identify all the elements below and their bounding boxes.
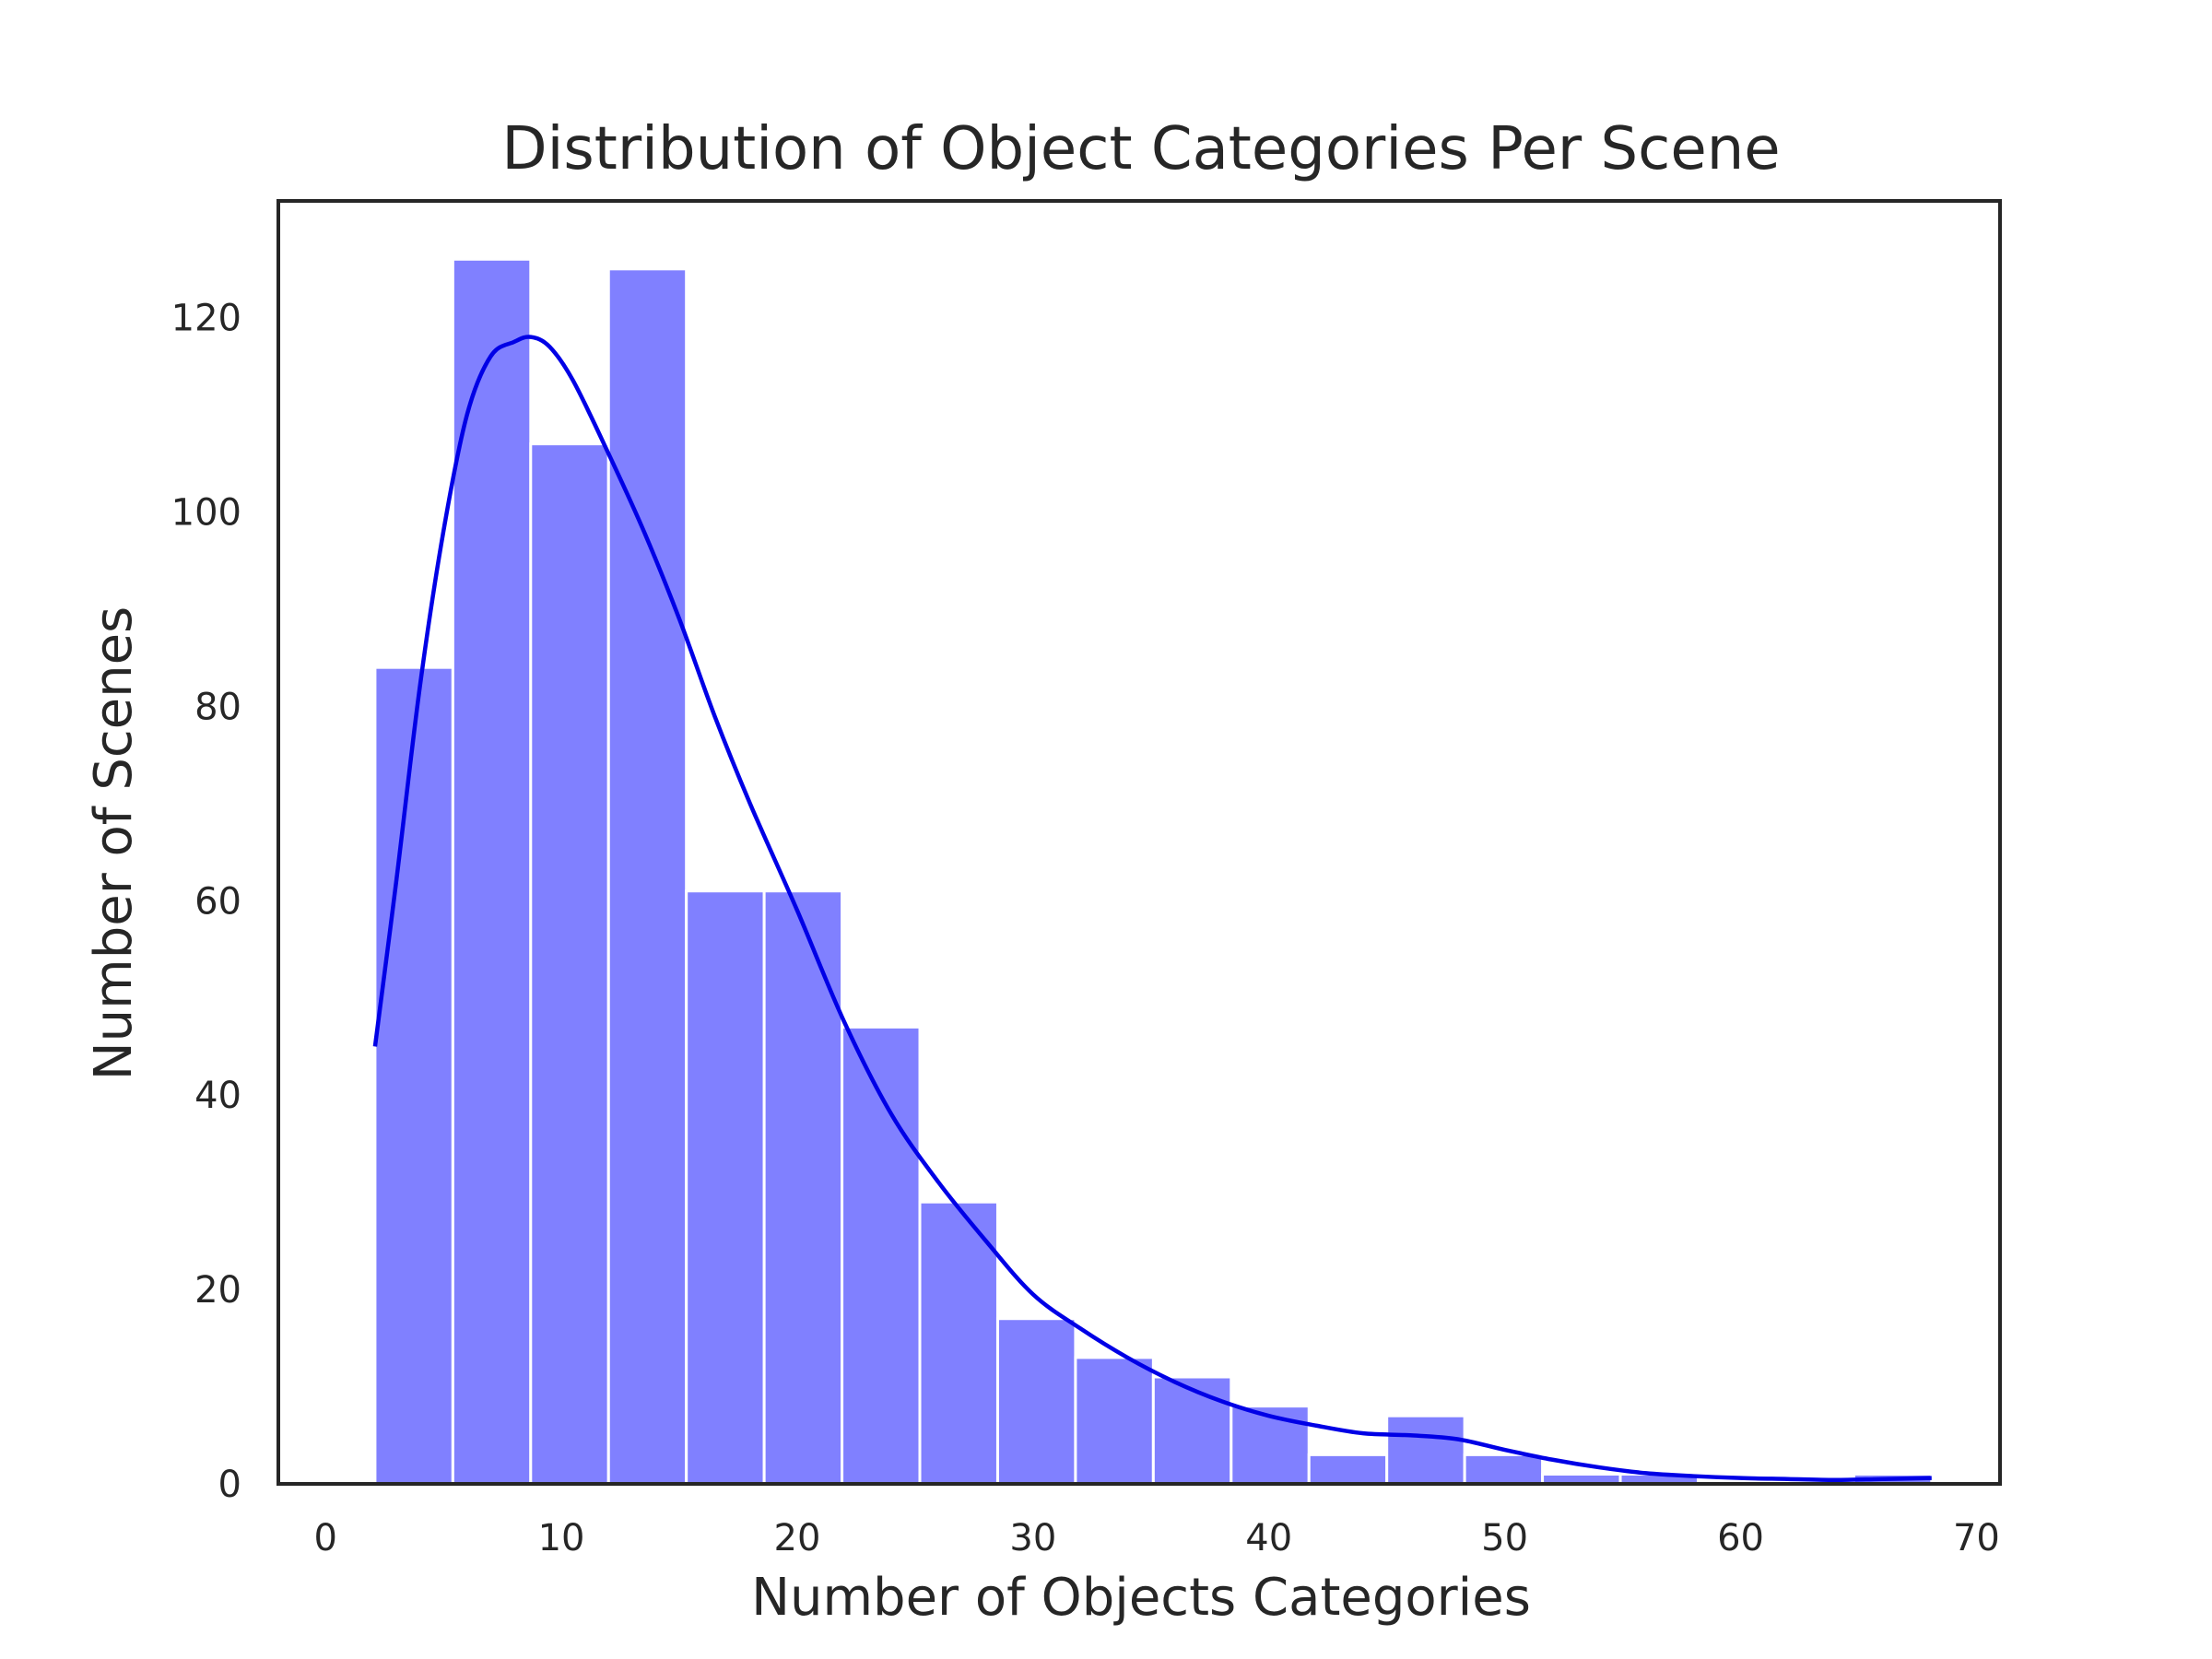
histogram-bar [1307, 1453, 1389, 1486]
y-tick-label: 80 [194, 686, 241, 728]
histogram-bar [1151, 1375, 1233, 1486]
x-tick-label: 60 [1717, 1517, 1764, 1559]
x-tick-label: 30 [1009, 1517, 1056, 1559]
x-axis-label: Number of Objects Categories [751, 1568, 1531, 1628]
histogram-bars [373, 257, 1934, 1486]
chart-title: Distribution of Object Categories Per Sc… [501, 115, 1780, 183]
y-tick-label: 20 [194, 1269, 241, 1312]
y-tick-label: 120 [171, 298, 241, 340]
histogram-bar [1463, 1453, 1545, 1486]
y-tick-label: 40 [194, 1075, 241, 1117]
y-axis-label: Number of Scenes [84, 606, 144, 1080]
plot-frame [276, 199, 2002, 1486]
y-tick-label: 100 [171, 491, 241, 534]
y-tick-label: 0 [218, 1464, 241, 1506]
histogram-bar [995, 1317, 1077, 1486]
histogram-bar [841, 1025, 922, 1486]
y-axis-ticks: 0 20 40 60 80 100 120 [171, 298, 241, 1506]
histogram-bar [918, 1200, 999, 1486]
kde-curve [372, 335, 1932, 1483]
histogram-bar [606, 267, 688, 1486]
x-tick-label: 20 [774, 1517, 821, 1559]
x-tick-label: 10 [538, 1517, 585, 1559]
histogram-bar [1074, 1356, 1155, 1486]
histogram-bar [762, 889, 844, 1486]
histogram-bar [685, 889, 766, 1486]
x-axis-ticks: 0 10 20 30 40 50 60 70 [313, 1517, 1999, 1559]
histogram-bar [1385, 1414, 1466, 1486]
y-tick-label: 60 [194, 880, 241, 923]
x-tick-label: 50 [1481, 1517, 1528, 1559]
histogram-bar [529, 442, 610, 1486]
x-tick-label: 70 [1953, 1517, 2000, 1559]
x-tick-label: 40 [1245, 1517, 1292, 1559]
histogram-bar [451, 257, 533, 1486]
histogram-bar [373, 665, 454, 1486]
x-tick-label: 0 [313, 1517, 336, 1559]
